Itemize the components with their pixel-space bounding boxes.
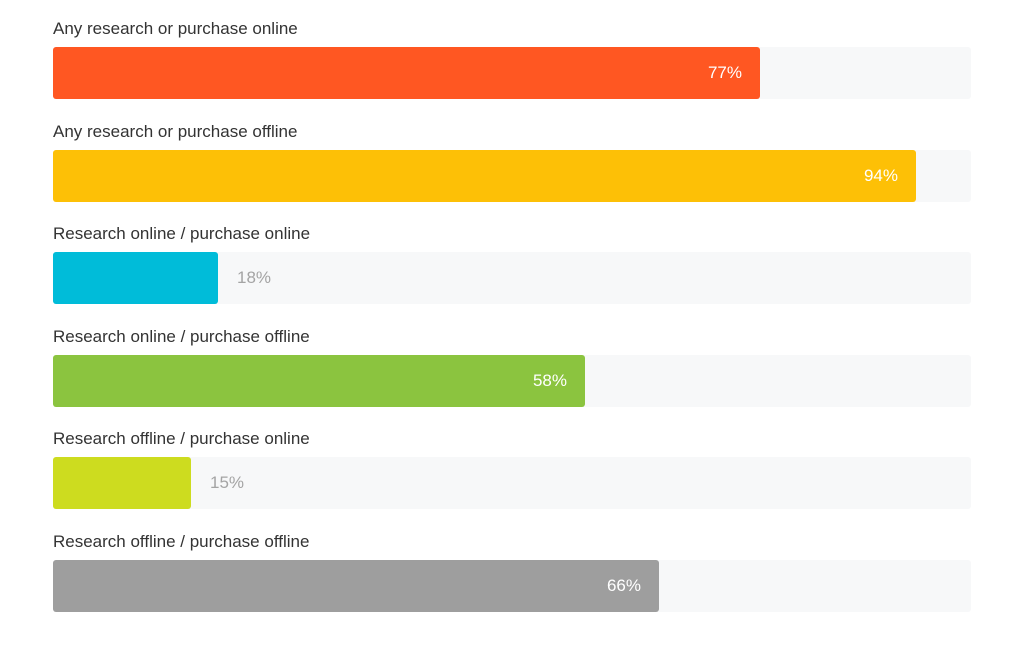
bar-value-label: 94% bbox=[863, 166, 898, 185]
bar-value-label: 66% bbox=[606, 576, 641, 595]
bar bbox=[53, 560, 659, 612]
bar-row: Research online / purchase offline 58% bbox=[53, 327, 971, 417]
bar-track: 18% bbox=[53, 252, 971, 304]
bar-category-label: Research online / purchase online bbox=[53, 224, 311, 243]
bar-value-label: 58% bbox=[532, 371, 567, 390]
bar bbox=[53, 150, 916, 202]
bar bbox=[53, 355, 585, 407]
bar-track: 15% bbox=[53, 457, 971, 509]
bar-value-label: 18% bbox=[237, 268, 272, 287]
bar-track: 66% bbox=[53, 560, 971, 612]
bar bbox=[53, 457, 191, 509]
bar bbox=[53, 47, 760, 99]
bar-track: 77% bbox=[53, 47, 971, 99]
bar-row: Any research or purchase online 77% bbox=[53, 19, 971, 109]
bar-row: Research offline / purchase online 15% bbox=[53, 429, 971, 519]
bar-category-label: Any research or purchase offline bbox=[53, 122, 298, 141]
bar bbox=[53, 252, 218, 304]
bar-category-label: Any research or purchase online bbox=[53, 19, 298, 38]
bar-row: Any research or purchase offline 94% bbox=[53, 122, 971, 212]
bar-track: 94% bbox=[53, 150, 971, 202]
bar-category-label: Research offline / purchase online bbox=[53, 429, 310, 448]
bar-value-label: 77% bbox=[707, 63, 742, 82]
bar-track: 58% bbox=[53, 355, 971, 407]
bar-category-label: Research offline / purchase offline bbox=[53, 532, 310, 551]
bar-row: Research offline / purchase offline 66% bbox=[53, 532, 971, 622]
bar-row: Research online / purchase online 18% bbox=[53, 224, 971, 314]
bar-category-label: Research online / purchase offline bbox=[53, 327, 310, 346]
bar-value-label: 15% bbox=[210, 473, 245, 492]
